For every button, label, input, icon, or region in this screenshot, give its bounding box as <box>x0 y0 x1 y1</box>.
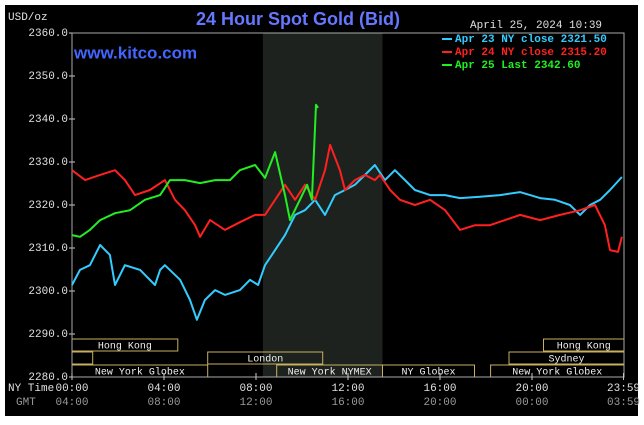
x-tick-label: 08:00 <box>239 383 272 395</box>
y-tick-label: 2300.0 <box>28 286 68 298</box>
y-tick-label: 2340.0 <box>28 114 68 126</box>
session-bar <box>207 351 324 365</box>
x2-tick-label: 12:00 <box>239 397 272 409</box>
session-label: Sydney <box>548 354 584 366</box>
x2-tick-label: 20:00 <box>423 397 456 409</box>
y-tick-label: 2310.0 <box>28 243 68 255</box>
legend-label: Apr 24 NY close 2315.20 <box>455 47 607 59</box>
session-label: Hong Kong <box>557 342 611 353</box>
price-line <box>71 143 623 253</box>
session-label: NY Globex <box>401 367 455 379</box>
x-tick-label: 00:00 <box>55 383 88 395</box>
timestamp: April 25, 2024 10:39 <box>470 20 602 32</box>
x-tick-label: 04:00 <box>147 383 180 395</box>
x2-tick-label: 00:00 <box>515 397 548 409</box>
y-tick-label: 2350.0 <box>28 71 68 83</box>
x-tick-label: 12:00 <box>331 383 364 395</box>
y-tick-label: 2320.0 <box>28 200 68 212</box>
legend-label: Apr 25 Last 2342.60 <box>455 60 580 72</box>
x-tick-label: 23:59 <box>607 383 640 395</box>
session-label: Hong Kong <box>98 342 152 353</box>
x-axis-label: NY Time <box>8 383 54 395</box>
x2-tick-label: 16:00 <box>331 397 364 409</box>
session-label: New York Globex <box>95 367 185 379</box>
y-tick-label: 2290.0 <box>28 329 68 341</box>
shaded-region <box>262 33 383 377</box>
y-tick-label: 2280.0 <box>28 372 68 384</box>
site-url: www.kitco.com <box>73 43 197 62</box>
x2-tick-label: 04:00 <box>55 397 88 409</box>
session-label: New York Globex <box>512 367 602 379</box>
x2-axis-label: GMT <box>16 397 36 409</box>
y-tick-label: 2360.0 <box>28 28 68 40</box>
x-tick-label: 16:00 <box>423 383 456 395</box>
price-line <box>71 103 319 238</box>
chart-title: 24 Hour Spot Gold (Bid) <box>196 9 400 29</box>
x-tick-label: 20:00 <box>515 383 548 395</box>
legend-label: Apr 23 NY close 2321.50 <box>455 34 607 46</box>
x2-tick-label: 08:00 <box>147 397 180 409</box>
price-line <box>71 164 623 321</box>
y-axis-label: USD/oz <box>8 12 48 24</box>
y-tick-label: 2330.0 <box>28 157 68 169</box>
x2-tick-label: 03:59 <box>607 397 640 409</box>
session-label: New York NYMEX <box>288 367 372 379</box>
session-label: London <box>247 354 283 366</box>
